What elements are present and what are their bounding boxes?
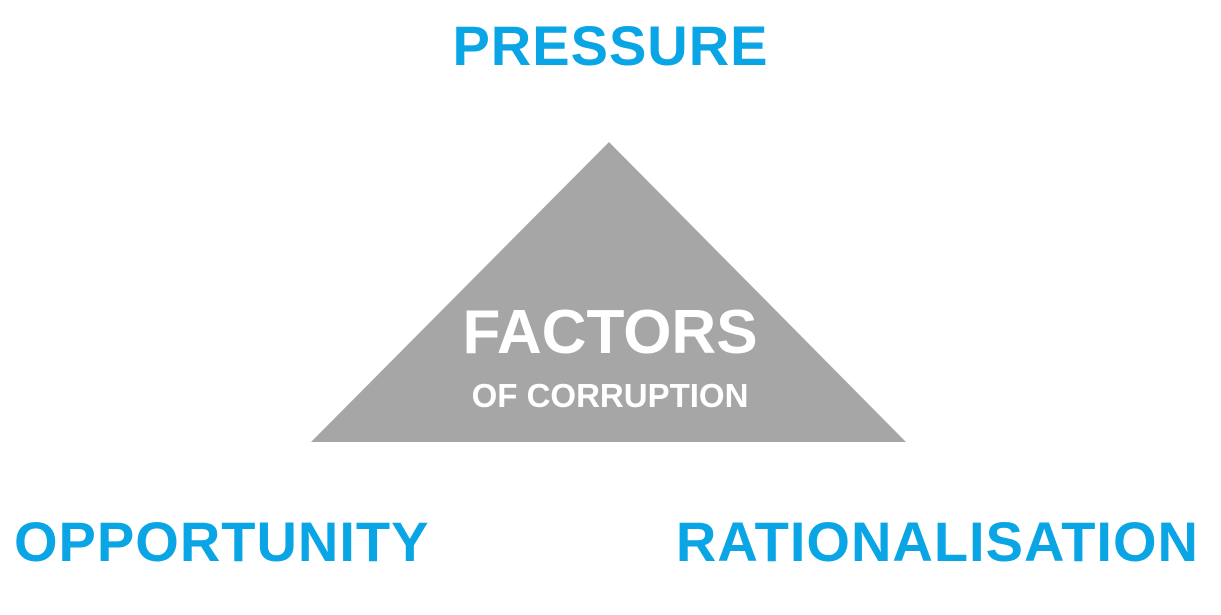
pressure-label: PRESSURE xyxy=(452,14,769,77)
triangle-subtitle: OF CORRUPTION xyxy=(471,377,749,414)
triangle-polygon xyxy=(311,142,906,442)
triangle-title: FACTORS xyxy=(462,298,758,367)
rationalisation-label: RATIONALISATION xyxy=(675,510,1199,573)
opportunity-label: OPPORTUNITY xyxy=(14,510,430,573)
